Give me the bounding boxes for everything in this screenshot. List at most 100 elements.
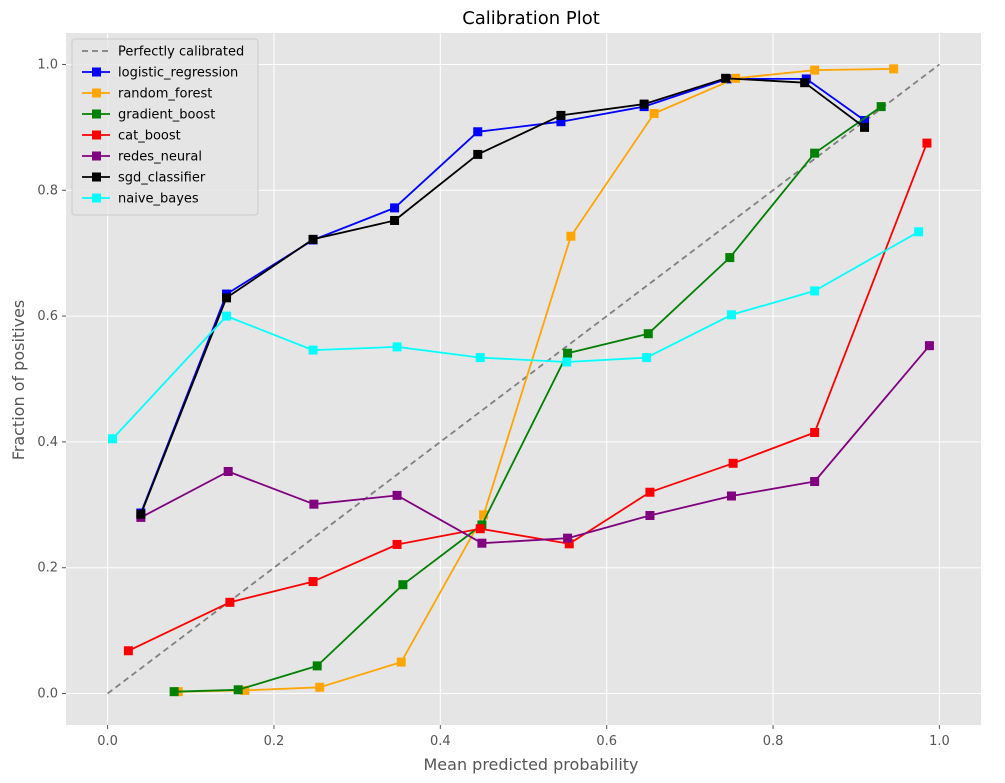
series-line-naive_bayes bbox=[111, 231, 920, 440]
legend-swatch-marker bbox=[92, 130, 101, 140]
data-point bbox=[566, 231, 576, 241]
data-point bbox=[233, 685, 243, 695]
y-tick-label: 0.2 bbox=[37, 561, 58, 576]
legend-entry: cat_boost bbox=[82, 129, 181, 144]
data-point bbox=[222, 293, 232, 303]
data-point bbox=[556, 117, 566, 127]
data-point bbox=[860, 115, 870, 125]
x-axis-label: Mean predicted probability bbox=[423, 755, 638, 774]
data-point bbox=[309, 499, 319, 509]
legend-entry: redes_neural bbox=[82, 150, 202, 165]
data-point bbox=[169, 687, 179, 697]
data-point bbox=[240, 685, 250, 695]
series-line-logistic_regression bbox=[140, 78, 866, 514]
legend-label: logistic_regression bbox=[118, 66, 238, 81]
data-point bbox=[721, 73, 731, 83]
data-point bbox=[390, 215, 400, 225]
series-line-sgd_classifier bbox=[140, 77, 866, 515]
legend-entry: naive_bayes bbox=[82, 192, 199, 207]
data-point bbox=[556, 110, 566, 120]
data-point bbox=[800, 78, 810, 88]
data-point bbox=[563, 348, 573, 358]
data-point bbox=[810, 477, 820, 487]
y-tick-label: 0.6 bbox=[37, 309, 58, 324]
data-point bbox=[473, 127, 483, 137]
data-point bbox=[136, 509, 146, 519]
series-line-random_forest bbox=[178, 68, 894, 693]
tick-labels: 0.0 0.2 0.4 0.6 0.8 1.0 0.0 0.2 0.4 0.6 0.8 1.0 bbox=[37, 57, 949, 749]
y-tick-label: 0.8 bbox=[37, 183, 58, 198]
data-point bbox=[396, 657, 406, 667]
data-point bbox=[725, 253, 735, 263]
data-point bbox=[810, 65, 820, 75]
legend-label: redes_neural bbox=[118, 150, 202, 165]
data-point bbox=[810, 427, 820, 437]
series-cat_boost bbox=[123, 138, 932, 656]
legend-swatch-marker bbox=[92, 67, 101, 77]
data-point bbox=[924, 341, 934, 351]
data-point bbox=[649, 109, 659, 119]
legend-swatch-marker bbox=[92, 88, 101, 98]
data-point bbox=[889, 64, 899, 74]
data-point bbox=[810, 148, 820, 158]
legend-label: sgd_classifier bbox=[118, 171, 206, 186]
x-tick-label: 0.6 bbox=[596, 734, 617, 749]
data-point bbox=[922, 138, 932, 148]
legend-label: Perfectly calibrated bbox=[118, 45, 244, 60]
data-point bbox=[473, 149, 483, 159]
y-axis-label: Fraction of positives bbox=[9, 300, 28, 461]
data-point bbox=[728, 458, 738, 468]
data-point bbox=[222, 311, 232, 321]
legend-entry: Perfectly calibrated bbox=[82, 45, 244, 60]
legend-label: random_forest bbox=[118, 87, 212, 102]
y-tick-label: 0.4 bbox=[37, 435, 58, 450]
legend-entry: gradient_boost bbox=[82, 108, 215, 123]
data-point bbox=[475, 524, 485, 534]
data-point bbox=[398, 580, 408, 590]
data-point bbox=[860, 122, 870, 132]
reference-line bbox=[107, 63, 940, 695]
legend-entry: logistic_regression bbox=[82, 66, 238, 81]
series-group bbox=[107, 63, 940, 697]
legend-box bbox=[71, 38, 259, 216]
legend-entry: sgd_classifier bbox=[82, 171, 206, 186]
x-tick-label: 1.0 bbox=[929, 734, 950, 749]
y-tick-label: 1.0 bbox=[37, 57, 58, 72]
data-point bbox=[315, 682, 325, 692]
data-point bbox=[564, 539, 574, 549]
legend-swatch-marker bbox=[92, 193, 101, 203]
data-point bbox=[477, 538, 487, 548]
y-tick-label: 0.0 bbox=[37, 687, 58, 702]
series-naive_bayes bbox=[108, 227, 924, 444]
data-point bbox=[475, 353, 485, 363]
series-line-gradient_boost bbox=[174, 105, 882, 693]
data-point bbox=[643, 329, 653, 339]
data-point bbox=[563, 533, 573, 543]
data-point bbox=[308, 345, 318, 355]
legend-swatch-marker bbox=[92, 109, 101, 119]
data-point bbox=[810, 286, 820, 296]
legend-entry: random_forest bbox=[82, 87, 212, 102]
grid bbox=[66, 33, 981, 725]
legend: Perfectly calibrated logistic_regressionr… bbox=[71, 38, 259, 216]
data-point bbox=[876, 102, 886, 112]
data-point bbox=[308, 577, 318, 587]
legend-swatch-marker bbox=[92, 172, 101, 182]
data-point bbox=[392, 342, 402, 352]
data-point bbox=[562, 357, 572, 367]
legend-swatch-marker bbox=[92, 151, 101, 161]
data-point bbox=[479, 510, 489, 520]
data-point bbox=[392, 539, 402, 549]
x-tick-label: 0.0 bbox=[97, 734, 118, 749]
data-point bbox=[645, 487, 655, 497]
data-point bbox=[645, 511, 655, 521]
legend-label: naive_bayes bbox=[118, 192, 199, 207]
data-point bbox=[225, 597, 235, 607]
data-point bbox=[108, 434, 118, 444]
series-sgd_classifier bbox=[136, 73, 870, 519]
series-line-redes_neural bbox=[140, 345, 931, 545]
data-point bbox=[312, 661, 322, 671]
data-point bbox=[308, 234, 318, 244]
data-point bbox=[223, 466, 233, 476]
data-point bbox=[914, 227, 924, 237]
